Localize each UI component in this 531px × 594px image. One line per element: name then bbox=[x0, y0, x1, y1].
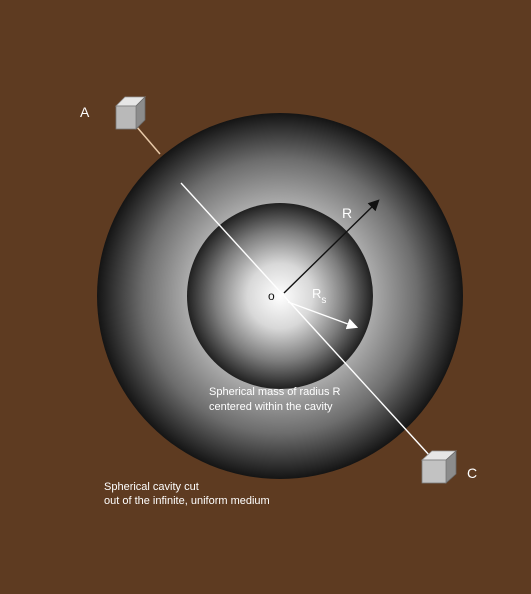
radius-r-arrow bbox=[283, 199, 380, 294]
mass-caption-line1: Spherical mass of radius R bbox=[209, 386, 340, 398]
radius-rs-arrow bbox=[287, 301, 359, 330]
radius-r-label: R bbox=[342, 205, 352, 221]
point-a-label: A bbox=[80, 104, 90, 120]
point-c-label: C bbox=[467, 465, 477, 481]
line-a-o-c bbox=[180, 182, 431, 457]
cavity-caption-line1: Spherical cavity cut bbox=[104, 481, 199, 493]
cube-icon bbox=[115, 96, 146, 130]
cavity-caption-line2: out of the infinite, uniform medium bbox=[104, 495, 270, 507]
center-o-label: o bbox=[268, 289, 275, 303]
radius-rs-label: Rs bbox=[312, 286, 326, 306]
cube-icon bbox=[420, 450, 458, 484]
mass-caption-line2: centered within the cavity bbox=[209, 401, 333, 413]
spherical-mass bbox=[187, 203, 373, 389]
connector-line-a bbox=[135, 125, 161, 155]
